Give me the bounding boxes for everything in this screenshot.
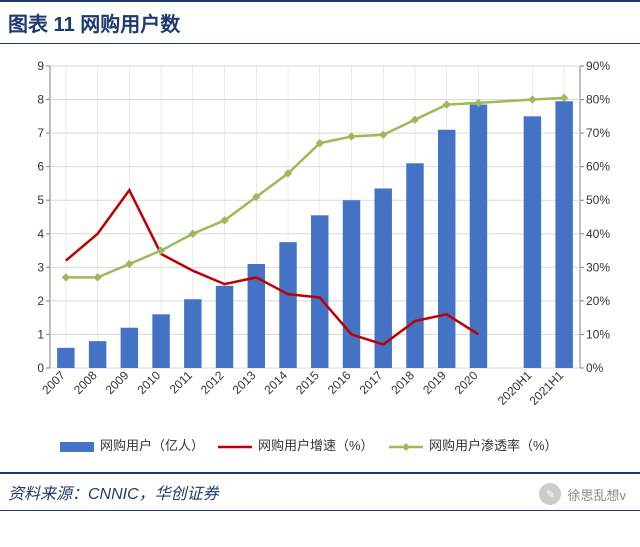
svg-text:2018: 2018 <box>388 368 417 397</box>
chart-area: 01234567890%10%20%30%40%50%60%70%80%90%2… <box>10 48 630 468</box>
watermark-text: 徐思乱想v <box>567 485 626 504</box>
svg-text:10%: 10% <box>586 327 610 341</box>
svg-text:2021H1: 2021H1 <box>527 368 567 408</box>
svg-text:3: 3 <box>37 260 44 274</box>
svg-text:2015: 2015 <box>293 368 322 397</box>
svg-text:2: 2 <box>37 294 44 308</box>
svg-text:2019: 2019 <box>420 368 449 397</box>
svg-text:0%: 0% <box>586 361 604 375</box>
svg-text:2011: 2011 <box>167 368 195 396</box>
svg-text:2016: 2016 <box>325 368 354 397</box>
svg-text:90%: 90% <box>586 59 610 73</box>
svg-text:9: 9 <box>37 59 44 73</box>
svg-text:2010: 2010 <box>134 368 163 397</box>
wechat-icon: ✎ <box>539 483 561 505</box>
svg-text:2017: 2017 <box>357 368 386 397</box>
svg-text:网购用户增速（%）: 网购用户增速（%） <box>258 438 374 453</box>
svg-text:6: 6 <box>37 160 44 174</box>
svg-text:网购用户（亿人）: 网购用户（亿人） <box>100 438 204 453</box>
svg-text:2020H1: 2020H1 <box>495 368 535 408</box>
combo-chart: 01234567890%10%20%30%40%50%60%70%80%90%2… <box>10 48 630 468</box>
svg-text:30%: 30% <box>586 260 610 274</box>
svg-text:2012: 2012 <box>198 368 227 397</box>
svg-text:网购用户渗透率（%）: 网购用户渗透率（%） <box>429 438 558 453</box>
svg-text:2009: 2009 <box>103 368 132 397</box>
svg-text:40%: 40% <box>586 227 610 241</box>
svg-text:7: 7 <box>37 126 44 140</box>
svg-text:2020: 2020 <box>452 368 481 397</box>
figure-container: 图表 11 网购用户数 01234567890%10%20%30%40%50%6… <box>0 0 640 547</box>
svg-text:80%: 80% <box>586 93 610 107</box>
svg-text:2013: 2013 <box>230 368 259 397</box>
svg-text:20%: 20% <box>586 294 610 308</box>
svg-text:2008: 2008 <box>71 368 100 397</box>
svg-text:60%: 60% <box>586 160 610 174</box>
svg-text:70%: 70% <box>586 126 610 140</box>
svg-text:2014: 2014 <box>261 368 290 397</box>
svg-text:1: 1 <box>37 327 44 341</box>
watermark: ✎ 徐思乱想v <box>539 483 626 505</box>
svg-text:5: 5 <box>37 193 44 207</box>
svg-text:8: 8 <box>37 93 44 107</box>
svg-text:4: 4 <box>37 227 44 241</box>
svg-text:0: 0 <box>37 361 44 375</box>
chart-title: 图表 11 网购用户数 <box>0 0 640 44</box>
svg-text:50%: 50% <box>586 193 610 207</box>
